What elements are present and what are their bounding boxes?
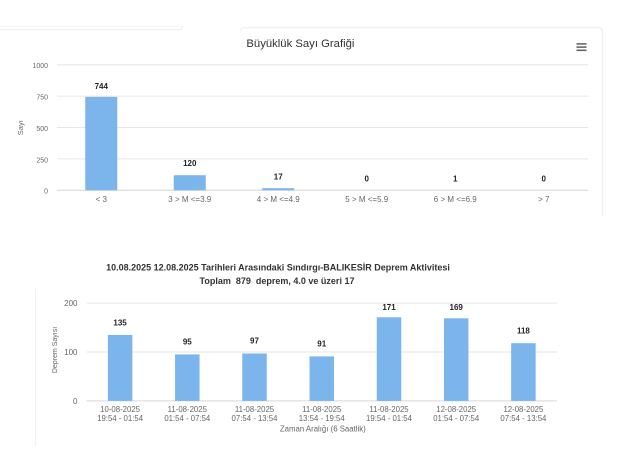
svg-text:1: 1: [453, 174, 458, 183]
svg-text:250: 250: [36, 157, 48, 164]
svg-text:4 > M <=4.9: 4 > M <=4.9: [257, 195, 300, 204]
svg-text:> 7: > 7: [538, 195, 550, 204]
svg-text:11-08-2025: 11-08-2025: [168, 405, 208, 414]
svg-text:17: 17: [274, 173, 283, 182]
svg-text:Büyüklük Sayı Grafiği: Büyüklük Sayı Grafiği: [246, 38, 354, 50]
svg-text:11-08-2025: 11-08-2025: [302, 405, 342, 414]
svg-text:5 > M <=5.9: 5 > M <=5.9: [345, 195, 388, 204]
svg-text:12-08-2025: 12-08-2025: [436, 405, 477, 414]
svg-text:07:54 - 13:54: 07:54 - 13:54: [500, 414, 547, 423]
svg-text:97: 97: [250, 337, 259, 346]
svg-text:100: 100: [64, 348, 78, 357]
svg-text:Zaman Aralığı (6 Saatlik): Zaman Aralığı (6 Saatlik): [280, 425, 366, 434]
svg-text:91: 91: [317, 340, 326, 349]
svg-text:13:54 - 19:54: 13:54 - 19:54: [299, 414, 346, 423]
svg-text:744: 744: [95, 82, 109, 91]
svg-text:19:54 - 01:54: 19:54 - 01:54: [366, 414, 413, 423]
svg-text:135: 135: [113, 318, 127, 327]
svg-text:01:54 - 07:54: 01:54 - 07:54: [164, 414, 211, 423]
svg-text:0: 0: [365, 174, 370, 183]
svg-text:120: 120: [183, 159, 197, 168]
svg-text:Sayı: Sayı: [16, 120, 25, 135]
svg-text:0: 0: [542, 174, 547, 183]
svg-text:07:54 - 13:54: 07:54 - 13:54: [232, 414, 279, 423]
svg-text:10.08.2025 12.08.2025 Tarihler: 10.08.2025 12.08.2025 Tarihleri Arasında…: [106, 263, 450, 273]
svg-text:3 > M <=3.9: 3 > M <=3.9: [168, 195, 211, 204]
svg-text:6 > M <=6.9: 6 > M <=6.9: [434, 195, 477, 204]
svg-text:200: 200: [64, 299, 78, 308]
svg-text:1000: 1000: [32, 63, 48, 70]
svg-text:19:54 - 01:54: 19:54 - 01:54: [97, 414, 144, 423]
svg-text:171: 171: [382, 303, 396, 312]
svg-text:118: 118: [517, 326, 530, 335]
svg-text:500: 500: [36, 126, 48, 133]
svg-text:12-08-2025: 12-08-2025: [503, 405, 544, 414]
svg-text:0: 0: [44, 188, 48, 195]
svg-text:11-08-2025: 11-08-2025: [235, 405, 275, 414]
svg-text:95: 95: [183, 338, 192, 347]
svg-text:< 3: < 3: [96, 195, 108, 204]
svg-text:750: 750: [36, 95, 48, 102]
svg-text:169: 169: [450, 303, 464, 312]
svg-text:0: 0: [73, 397, 78, 406]
svg-text:10-08-2025: 10-08-2025: [100, 405, 141, 414]
svg-text:11-08-2025: 11-08-2025: [369, 405, 409, 414]
svg-text:Deprem Sayısı: Deprem Sayısı: [52, 327, 59, 373]
svg-text:01:54 - 07:54: 01:54 - 07:54: [433, 414, 480, 423]
svg-text:Toplam 879 deprem, 4.0 ve üz: Toplam 879 deprem, 4.0 ve üzeri 17: [200, 276, 355, 286]
